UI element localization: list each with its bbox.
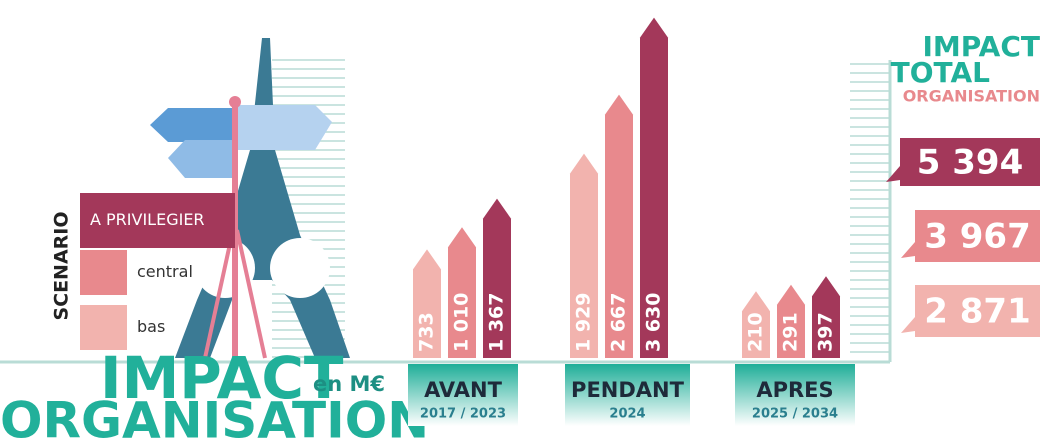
ruler	[850, 64, 890, 352]
infographic: SCENARIO A PRIVILEGIERcentralbas IMPACT …	[0, 0, 1048, 446]
total-value: 5 394	[917, 143, 1023, 183]
unit: en M€	[313, 372, 385, 396]
value-label: 1 367	[486, 293, 508, 353]
title-line2: ORGANISATION	[0, 392, 429, 446]
value-label: 397	[815, 312, 837, 352]
legend-label: central	[137, 262, 193, 281]
totals-title: TOTAL	[891, 56, 990, 89]
value-label: 1 010	[451, 293, 473, 353]
category-period: 2017 / 2023	[420, 407, 506, 422]
category-label: PENDANT	[571, 378, 685, 402]
value-label: 1 929	[573, 293, 595, 353]
category-period: 2025 / 2034	[752, 407, 838, 422]
total-value: 2 871	[924, 292, 1030, 332]
value-label: 291	[780, 312, 802, 352]
category-label: APRES	[756, 378, 833, 402]
totals-title: ORGANISATION	[903, 87, 1040, 106]
value-label: 210	[745, 312, 767, 352]
legend-label: bas	[137, 317, 165, 336]
legend-swatch	[80, 250, 127, 295]
total-value: 3 967	[924, 217, 1030, 257]
category-period: 2024	[609, 407, 645, 422]
legend-title: SCENARIO	[51, 211, 73, 320]
value-label: 3 630	[643, 293, 665, 353]
category-label: AVANT	[424, 378, 502, 402]
legend-label: A PRIVILEGIER	[90, 210, 205, 229]
value-label: 2 667	[608, 293, 630, 353]
value-label: 733	[416, 312, 438, 352]
